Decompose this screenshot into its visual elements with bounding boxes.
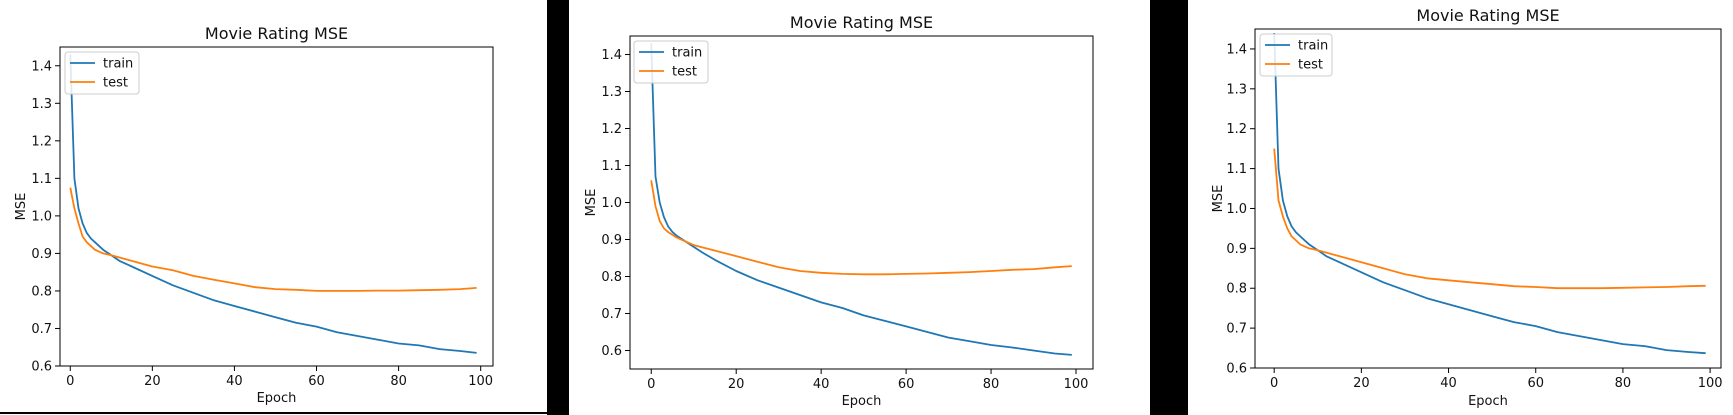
x-tick-label: 80 — [390, 374, 407, 389]
y-tick-label: 0.6 — [31, 360, 52, 375]
y-tick-label: 0.8 — [1226, 282, 1247, 297]
x-tick-label: 40 — [813, 377, 830, 392]
y-tick-label: 1.0 — [31, 209, 52, 224]
x-axis-label: Epoch — [842, 394, 882, 409]
series-line-train — [1273, 32, 1706, 355]
chart-svg: Movie Rating MSE 0 20 40 60 80 100 0.6 0.7 0.8 0.9… — [584, 13, 1094, 409]
x-tick-label: 60 — [898, 377, 915, 392]
chart-title: Movie Rating MSE — [205, 24, 348, 43]
legend-label-test: test — [103, 76, 128, 91]
legend-label-train: train — [672, 46, 702, 61]
legend-label-test: test — [672, 65, 697, 80]
y-tick-label: 1.2 — [31, 134, 52, 149]
x-tick-label: 20 — [728, 377, 745, 392]
x-tick-label: 80 — [983, 377, 1000, 392]
y-tick-label: 0.8 — [601, 270, 622, 285]
y-tick-label: 0.7 — [1226, 322, 1247, 337]
y-tick-label: 1.1 — [31, 172, 52, 187]
legend-label-train: train — [1298, 39, 1328, 54]
legend-label-test: test — [1298, 58, 1323, 73]
series-line-train — [69, 54, 477, 354]
y-tick-label: 1.0 — [601, 196, 622, 211]
y-tick-label: 0.8 — [31, 284, 52, 299]
x-tick-label: 20 — [1353, 376, 1370, 391]
plot-frame — [629, 35, 1094, 370]
y-axis-label: MSE — [584, 189, 599, 217]
x-tick-label: 80 — [1615, 376, 1632, 391]
chart-panel-3: Movie Rating MSE 0 20 40 60 80 100 0.6 0.7 0.8 0.9… — [1188, 0, 1733, 415]
chart-panel-1: Movie Rating MSE 0 20 40 60 80 100 0.6 0.7 0.8 0.9… — [0, 0, 547, 415]
y-tick-label: 1.3 — [601, 85, 622, 100]
x-tick-label: 60 — [308, 374, 325, 389]
y-tick-label: 0.6 — [601, 344, 622, 359]
y-tick-label: 1.1 — [601, 159, 622, 174]
y-tick-label: 0.6 — [1226, 362, 1247, 377]
series-line-test — [1273, 148, 1706, 290]
divider-left — [547, 0, 569, 415]
y-tick-label: 1.0 — [1226, 202, 1247, 217]
y-tick-label: 0.7 — [31, 322, 52, 337]
y-tick-label: 1.3 — [1226, 82, 1247, 97]
plot-frame — [59, 46, 494, 367]
x-tick-label: 40 — [226, 374, 243, 389]
x-tick-label: 0 — [66, 374, 74, 389]
chart-panel-2: Movie Rating MSE 0 20 40 60 80 100 0.6 0.7 0.8 0.9… — [569, 0, 1150, 415]
y-tick-label: 1.2 — [601, 122, 622, 137]
bottom-rule — [0, 412, 547, 414]
y-tick-label: 1.1 — [1226, 162, 1247, 177]
legend: train test — [64, 51, 140, 95]
y-tick-label: 0.9 — [1226, 242, 1247, 257]
y-tick-label: 1.3 — [31, 97, 52, 112]
y-tick-label: 1.2 — [1226, 122, 1247, 137]
x-axis-label: Epoch — [257, 391, 297, 406]
x-tick-label: 0 — [647, 377, 655, 392]
x-tick-label: 100 — [1698, 376, 1723, 391]
plot-frame — [1254, 28, 1722, 369]
x-tick-label: 100 — [468, 374, 493, 389]
chart-svg: Movie Rating MSE 0 20 40 60 80 100 0.6 0.7 0.8 0.9… — [1211, 6, 1723, 409]
y-axis-label: MSE — [14, 193, 29, 221]
chart-title: Movie Rating MSE — [790, 13, 933, 32]
chart-svg: Movie Rating MSE 0 20 40 60 80 100 0.6 0.7 0.8 0.9… — [14, 24, 494, 406]
x-tick-label: 60 — [1527, 376, 1544, 391]
y-tick-label: 0.9 — [31, 247, 52, 262]
y-tick-label: 1.4 — [31, 59, 52, 74]
series-line-test — [650, 180, 1072, 276]
x-tick-label: 0 — [1270, 376, 1278, 391]
y-axis-label: MSE — [1211, 185, 1226, 213]
legend: train test — [633, 40, 709, 84]
y-tick-label: 0.9 — [601, 233, 622, 248]
x-tick-label: 40 — [1440, 376, 1457, 391]
y-tick-label: 0.7 — [601, 307, 622, 322]
legend: train test — [1259, 33, 1333, 77]
series-line-test — [69, 187, 477, 292]
y-tick-label: 1.4 — [1226, 42, 1247, 57]
x-tick-label: 100 — [1064, 377, 1089, 392]
chart-title: Movie Rating MSE — [1416, 6, 1559, 25]
legend-label-train: train — [103, 57, 133, 72]
y-tick-label: 1.4 — [601, 48, 622, 63]
divider-right — [1150, 0, 1188, 415]
series-line-train — [650, 43, 1072, 356]
x-axis-label: Epoch — [1468, 394, 1508, 409]
x-tick-label: 20 — [144, 374, 161, 389]
